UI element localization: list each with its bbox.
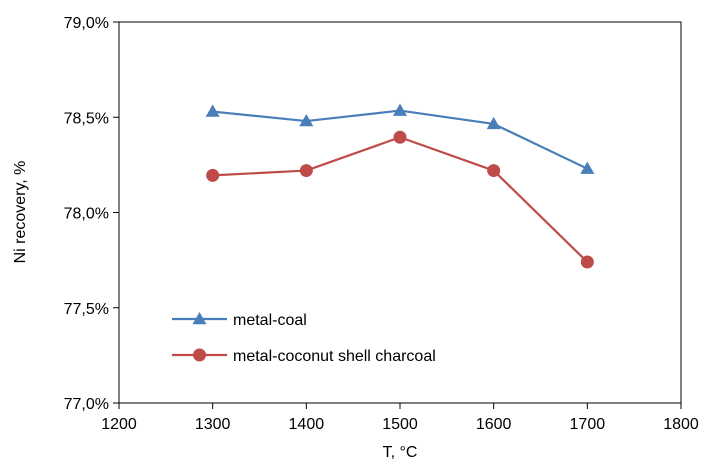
data-point [393, 130, 407, 144]
x-tick-label: 1700 [570, 416, 606, 433]
y-tick-label: 78,0% [64, 206, 109, 223]
legend-item: metal-coal [172, 312, 307, 329]
data-point [205, 104, 220, 117]
y-axis-title: Ni recovery, % [12, 161, 29, 264]
y-tick-label: 79,0% [64, 15, 109, 32]
legend-item: metal-coconut shell charcoal [172, 348, 436, 365]
x-tick-label: 1600 [476, 416, 512, 433]
data-point [206, 168, 220, 182]
data-point [486, 116, 501, 130]
x-tick-label: 1300 [195, 416, 231, 433]
series-1 [205, 103, 595, 174]
legend-marker [192, 312, 207, 325]
data-point [580, 255, 594, 269]
y-tick-label: 77,5% [64, 301, 109, 318]
x-tick-label: 1500 [382, 416, 418, 433]
data-point [299, 114, 314, 127]
legend-label: metal-coconut shell charcoal [233, 348, 436, 365]
y-axis-ticks: 77,0% 77,5% 78,0% 78,5% 79,0% [64, 15, 119, 413]
data-point [299, 164, 313, 178]
y-tick-label: 78,5% [64, 110, 109, 127]
data-point [487, 164, 501, 178]
series-2 [206, 130, 594, 269]
x-tick-label: 1400 [289, 416, 325, 433]
x-axis-title: T, °C [383, 444, 418, 461]
legend-label: metal-coal [233, 312, 307, 329]
data-point [580, 161, 595, 174]
y-tick-label: 77,0% [64, 396, 109, 413]
legend: metal-coal metal-coconut shell charcoal [172, 312, 436, 365]
x-tick-label: 1800 [663, 416, 699, 433]
data-point [393, 103, 407, 116]
series-layer [205, 103, 595, 269]
legend-marker [193, 348, 206, 362]
x-axis-ticks: 1200 1300 1400 1500 1600 1700 1800 [101, 403, 699, 433]
x-tick-label: 1200 [101, 416, 137, 433]
